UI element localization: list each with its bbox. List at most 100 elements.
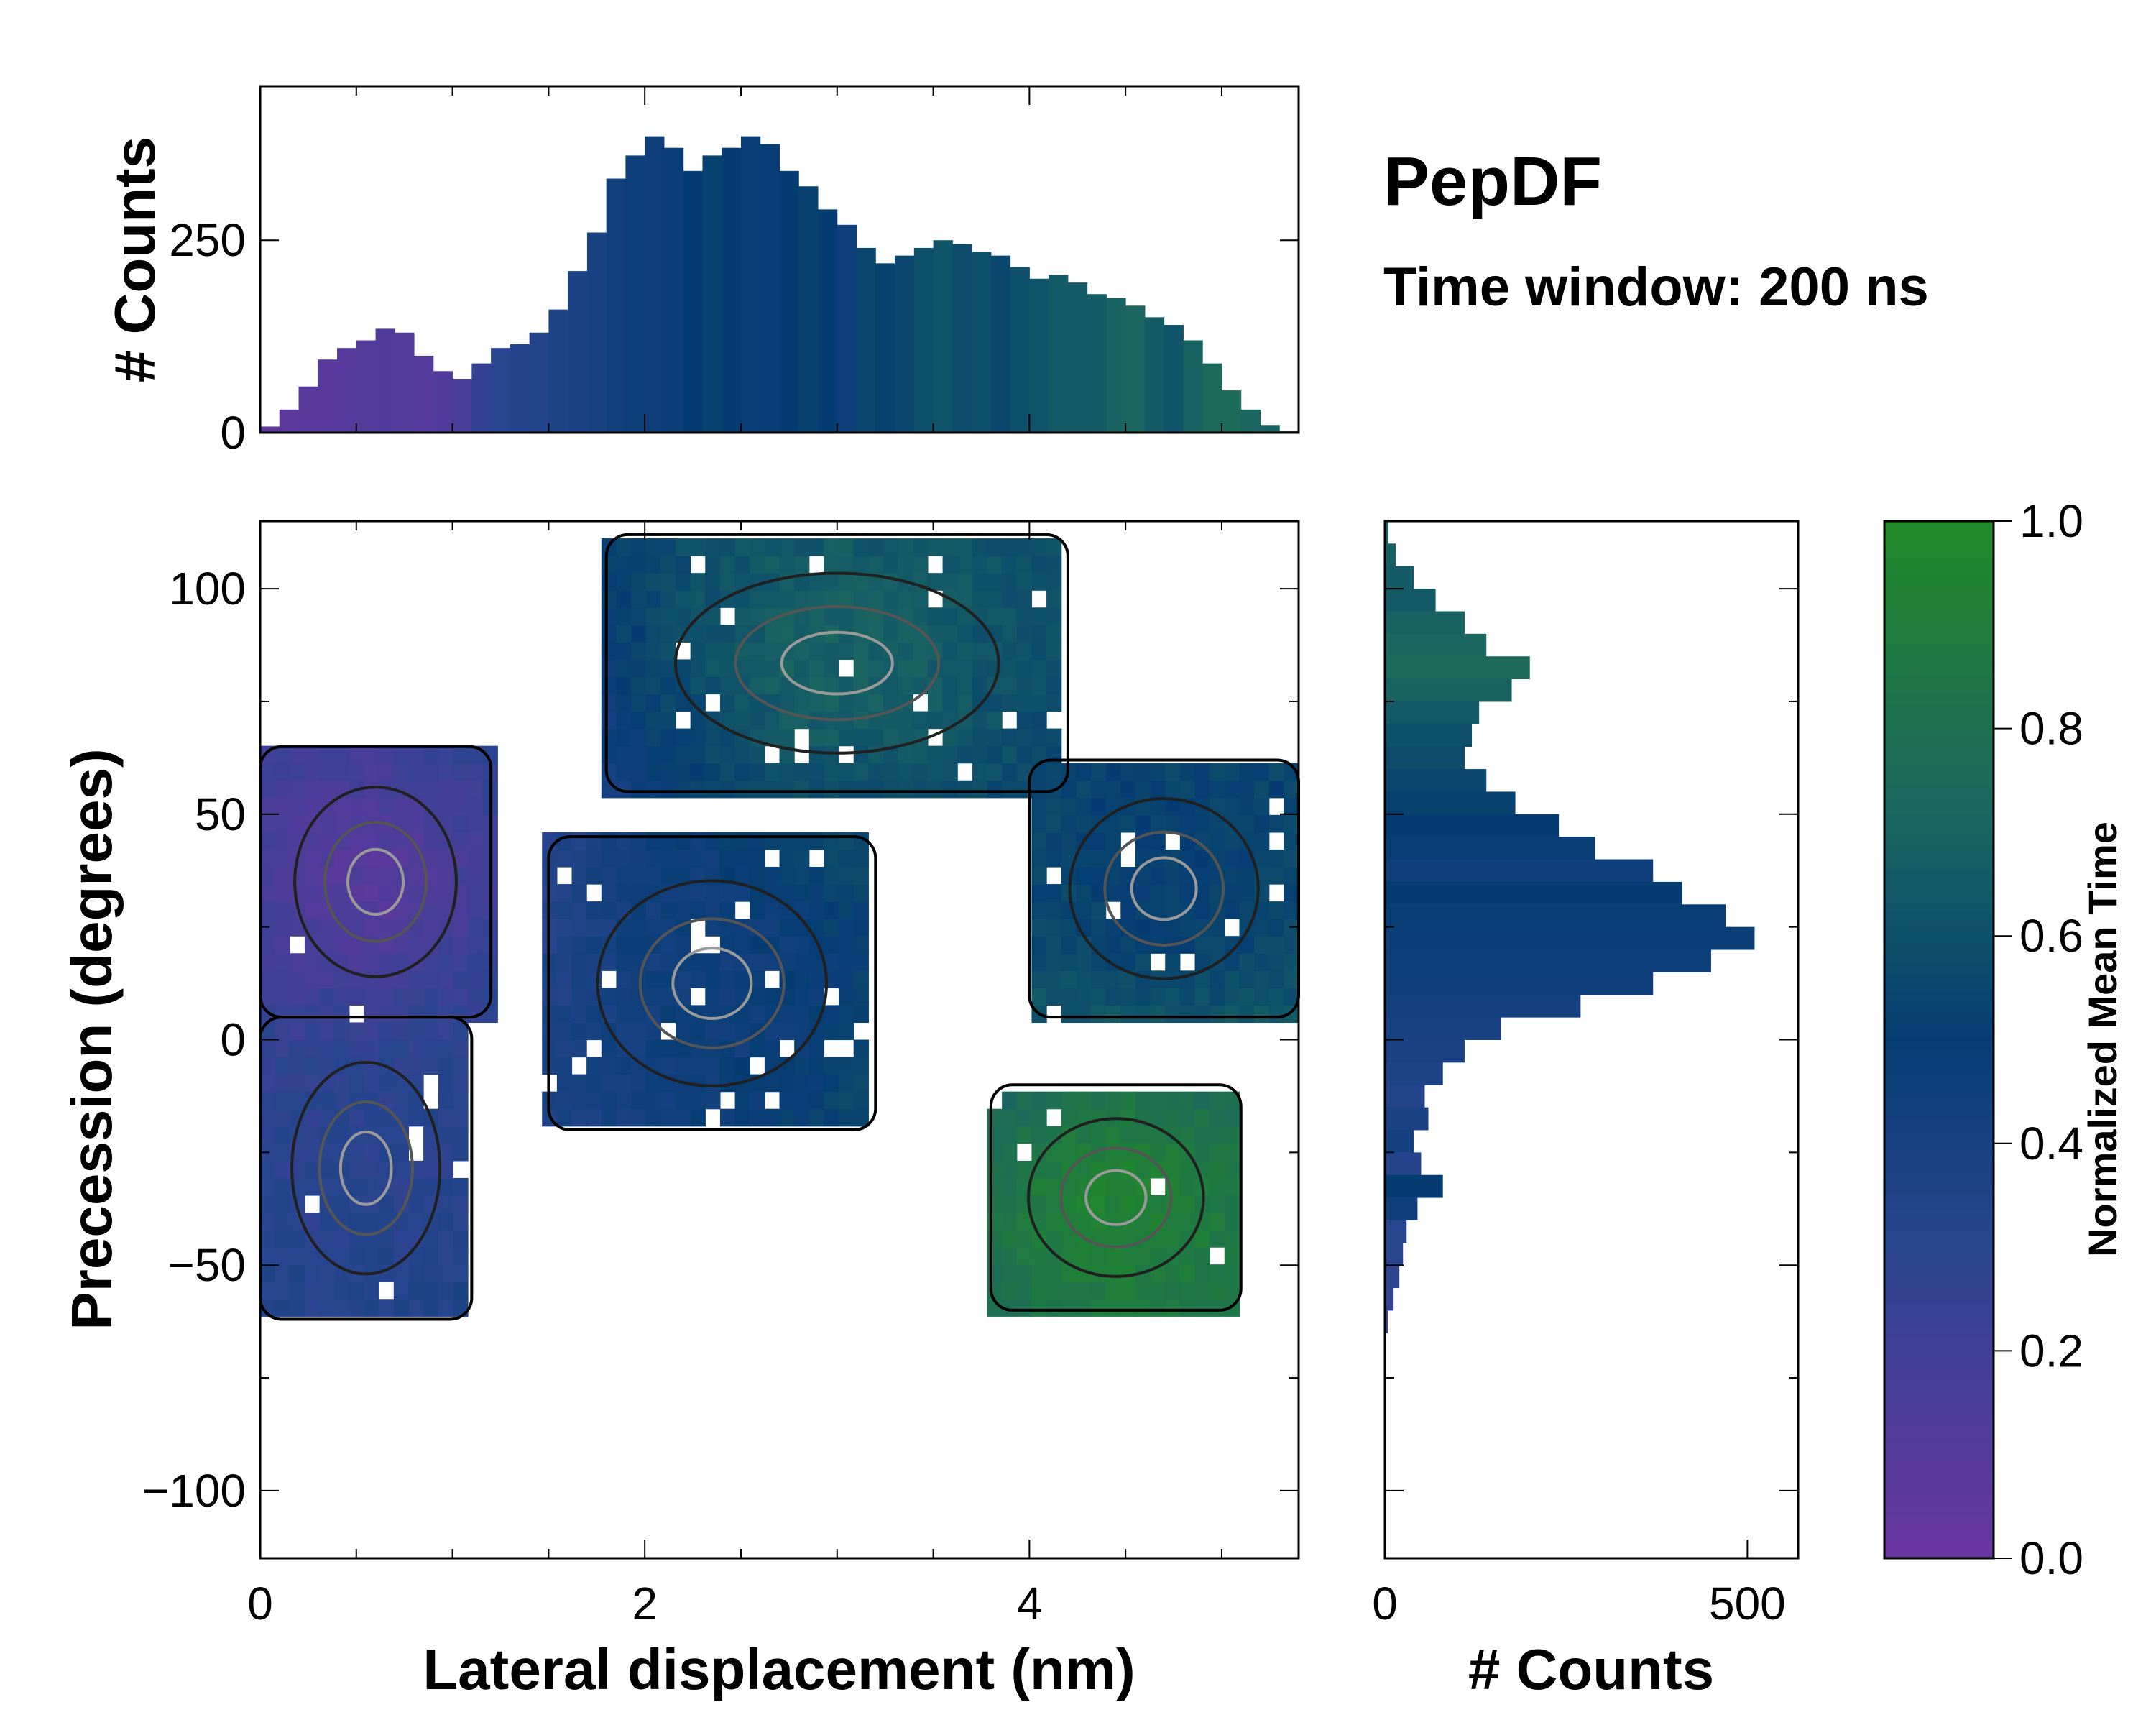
heatmap-cell	[364, 1160, 379, 1179]
heatmap-cell	[423, 1039, 439, 1058]
heatmap-cell	[734, 659, 750, 678]
heatmap-cell	[853, 625, 869, 643]
heatmap-cell	[719, 849, 736, 868]
x-tick-label: 4	[1017, 1578, 1043, 1629]
density-contour	[1084, 1169, 1148, 1226]
heatmap-cell	[1284, 953, 1299, 971]
colorbar-ticks: 0.00.20.40.60.81.0	[1994, 495, 2083, 1584]
heatmap-cell	[913, 745, 929, 764]
heatmap-cell	[1105, 1126, 1121, 1144]
heatmap-cell	[913, 711, 929, 730]
heatmap-cell	[794, 763, 810, 781]
heatmap-cell	[719, 1108, 736, 1127]
heatmap-cell	[719, 763, 736, 781]
heatmap-cell	[453, 1177, 469, 1196]
heatmap-cell	[364, 1022, 379, 1041]
heatmap-cell	[883, 780, 899, 799]
heatmap-cell	[1194, 1299, 1210, 1317]
heatmap-cell	[601, 590, 617, 608]
heatmap-cell	[660, 556, 676, 574]
heatmap-cell	[631, 849, 647, 868]
heatmap-cell	[1179, 1299, 1196, 1317]
heatmap-cell	[1031, 849, 1047, 868]
heatmap-cell	[260, 1247, 276, 1265]
heatmap-cell	[438, 1195, 453, 1213]
heatmap-cell	[453, 936, 469, 954]
heatmap-cell	[453, 1126, 469, 1144]
top-histogram-bar	[625, 155, 645, 433]
heatmap-cell	[453, 1264, 469, 1282]
heatmap-cell	[1150, 1230, 1166, 1248]
right-histogram-bar	[1385, 972, 1654, 995]
heatmap-cell	[690, 573, 706, 591]
heatmap-cell	[853, 953, 869, 971]
heatmap-cell	[1016, 590, 1033, 608]
heatmap-cell	[676, 1108, 691, 1127]
heatmap-cell	[1239, 901, 1255, 919]
heatmap-cell	[690, 745, 706, 764]
heatmap-cell	[364, 745, 379, 764]
heatmap-cell	[853, 1005, 869, 1024]
heatmap-cell	[379, 953, 395, 971]
heatmap-cell	[1091, 936, 1107, 954]
heatmap-cell	[304, 1177, 321, 1196]
heatmap-cell	[957, 556, 973, 574]
right-histogram-bar	[1385, 611, 1465, 635]
heatmap-cell	[1076, 867, 1092, 885]
heatmap-cell	[734, 780, 750, 799]
heatmap-cell	[705, 538, 721, 556]
right-x-tick-label: 0	[1372, 1578, 1398, 1629]
heatmap-cell	[1061, 1108, 1077, 1127]
heatmap-cell	[408, 1039, 424, 1058]
top-histogram-bar	[1183, 340, 1203, 433]
heatmap-cell	[1002, 1091, 1018, 1110]
heatmap-cell	[690, 625, 706, 643]
heatmap-cell	[556, 919, 573, 937]
heatmap-cell	[705, 970, 721, 988]
heatmap-cell	[1031, 1091, 1047, 1110]
heatmap-cell	[1061, 1264, 1077, 1282]
heatmap-cell	[1150, 814, 1166, 833]
right-histogram-ticks: 0 500	[1372, 588, 1798, 1629]
heatmap-cell	[942, 763, 958, 781]
heatmap-cell	[794, 1022, 810, 1041]
heatmap-cell	[616, 867, 632, 885]
heatmap-cell	[423, 1160, 439, 1179]
heatmap-cell	[1210, 1230, 1225, 1248]
heatmap-cell	[1150, 884, 1166, 902]
heatmap-cell	[556, 849, 573, 868]
heatmap-cell	[438, 988, 453, 1006]
heatmap-cell	[393, 901, 410, 919]
heatmap-cell	[898, 745, 913, 764]
heatmap-cell	[601, 1039, 617, 1058]
heatmap-cell	[393, 936, 410, 954]
heatmap-cell	[764, 659, 780, 678]
heatmap-cell	[601, 953, 617, 971]
top-histogram-bar	[337, 348, 357, 433]
heatmap-cell	[334, 797, 350, 816]
heatmap-cell	[1165, 780, 1181, 799]
heatmap-cell	[676, 745, 691, 764]
heatmap-cell	[1239, 763, 1255, 781]
heatmap-cell	[601, 1091, 617, 1110]
heatmap-cell	[1031, 745, 1047, 764]
heatmap-cell	[794, 642, 810, 660]
heatmap-cell	[1284, 814, 1299, 833]
heatmap-cell	[719, 988, 736, 1006]
heatmap-cell	[438, 849, 453, 868]
heatmap-cell	[260, 780, 276, 799]
heatmap-cell	[364, 1282, 379, 1300]
heatmap-cell	[779, 1005, 795, 1024]
heatmap-cell	[645, 1039, 661, 1058]
heatmap-cell	[1224, 901, 1240, 919]
heatmap-cell	[319, 1074, 335, 1092]
heatmap-cell	[1254, 832, 1270, 850]
heatmap-cell	[1002, 556, 1018, 574]
heatmap-cell	[1224, 867, 1240, 885]
top-histogram-bar	[1010, 267, 1030, 433]
heatmap-cell	[1002, 1143, 1018, 1162]
heatmap-cell	[808, 607, 825, 625]
heatmap-cell	[556, 1039, 573, 1058]
heatmap-cell	[853, 607, 869, 625]
heatmap-cell	[987, 1108, 1003, 1127]
